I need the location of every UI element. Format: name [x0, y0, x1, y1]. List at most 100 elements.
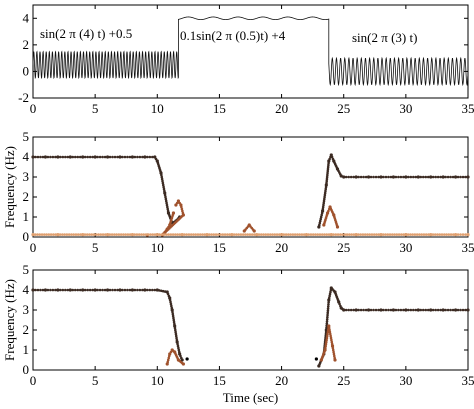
scatter-point	[56, 233, 60, 237]
scatter-point	[165, 203, 169, 207]
scatter-point	[316, 233, 320, 236]
scatter-point	[169, 233, 173, 236]
scatter-point	[266, 233, 270, 236]
scatter-point	[51, 288, 55, 292]
scatter-point	[137, 233, 141, 236]
scatter-point	[45, 233, 48, 236]
scatter-point	[126, 233, 130, 236]
scatter-point	[293, 233, 297, 236]
scatter-point	[81, 233, 85, 237]
scatter-point	[325, 334, 329, 338]
scatter-point	[130, 233, 135, 237]
scatter-point	[394, 175, 398, 179]
y-tick-label: 2	[23, 322, 30, 337]
scatter-point	[326, 173, 329, 177]
scatter-point	[61, 155, 65, 159]
scatter-point	[83, 233, 87, 236]
scatter-point	[349, 175, 353, 179]
scatter-point	[436, 308, 440, 312]
scatter-point	[165, 201, 168, 205]
scatter-point	[329, 336, 333, 340]
scatter-point	[384, 308, 388, 312]
scatter-point	[327, 163, 330, 167]
scatter-point	[325, 338, 328, 342]
scatter-point	[79, 233, 82, 236]
scatter-point	[159, 289, 163, 293]
y-tick-label: 2	[23, 37, 30, 52]
x-tick-label: 20	[275, 101, 288, 116]
scatter-point	[171, 310, 174, 314]
scatter-point	[31, 233, 35, 237]
scatter-point	[326, 307, 330, 310]
scatter-point	[83, 288, 87, 292]
scatter-point	[86, 155, 89, 159]
scatter-point	[278, 233, 281, 236]
scatter-point	[397, 233, 401, 236]
x-tick-label: 20	[275, 240, 288, 255]
scatter-point	[76, 233, 80, 236]
scatter-point	[325, 175, 329, 179]
scatter-point	[348, 233, 351, 236]
scatter-point	[332, 352, 336, 356]
scatter-point	[314, 357, 318, 361]
scatter-point	[366, 308, 371, 312]
scatter-point	[78, 288, 82, 292]
x-tick-label: 25	[337, 373, 350, 388]
scatter-point	[393, 233, 396, 236]
scatter-point	[59, 288, 62, 292]
scatter-point	[325, 181, 328, 185]
scatter-point	[76, 288, 80, 292]
scatter-point	[375, 233, 378, 236]
scatter-point	[284, 233, 288, 236]
x-axis-label: Time (sec)	[223, 390, 279, 405]
scatter-point	[116, 155, 119, 159]
scatter-point	[318, 233, 322, 236]
scatter-point	[436, 233, 439, 236]
scatter-point	[325, 336, 329, 340]
scatter-point	[130, 155, 135, 159]
scatter-point	[230, 233, 234, 237]
scatter-point	[39, 155, 42, 159]
scatter-point	[325, 179, 329, 183]
scatter-point	[130, 288, 135, 292]
scatter-point	[93, 288, 97, 292]
scatter-point	[409, 308, 413, 312]
scatter-point	[319, 215, 323, 219]
scatter-point	[326, 332, 329, 336]
scatter-point	[453, 308, 458, 312]
y-tick-label: 1	[23, 209, 30, 224]
scatter-point	[459, 233, 462, 236]
y-tick-label: 0	[23, 63, 30, 78]
scatter-point	[322, 199, 326, 203]
scatter-point	[453, 175, 458, 179]
scatter-point	[338, 302, 341, 306]
scatter-point	[91, 288, 94, 292]
scatter-point	[36, 233, 39, 236]
scatter-point	[143, 288, 147, 292]
scatter-point	[369, 175, 373, 179]
scatter-point	[327, 296, 331, 300]
scatter-point	[168, 298, 172, 302]
scatter-point	[71, 288, 75, 292]
scatter-point	[275, 233, 279, 236]
scatter-point	[46, 155, 50, 159]
scatter-point	[163, 193, 167, 197]
x-tick-label: 10	[151, 373, 164, 388]
scatter-point	[113, 288, 117, 292]
scatter-point	[328, 330, 332, 334]
scatter-point	[464, 308, 467, 312]
scatter-point	[169, 302, 173, 306]
scatter-point	[325, 177, 329, 181]
x-tick-label: 35	[462, 101, 474, 116]
scatter-point	[101, 233, 105, 236]
scatter-point	[146, 155, 149, 159]
scatter-point	[162, 187, 166, 191]
scatter-point	[372, 233, 376, 236]
scatter-point	[136, 288, 139, 292]
scatter-point	[390, 233, 394, 236]
scatter-point	[325, 326, 328, 330]
scatter-point	[341, 233, 344, 236]
scatter-point	[113, 233, 116, 236]
scatter-point	[328, 292, 332, 296]
scatter-point	[344, 308, 348, 312]
